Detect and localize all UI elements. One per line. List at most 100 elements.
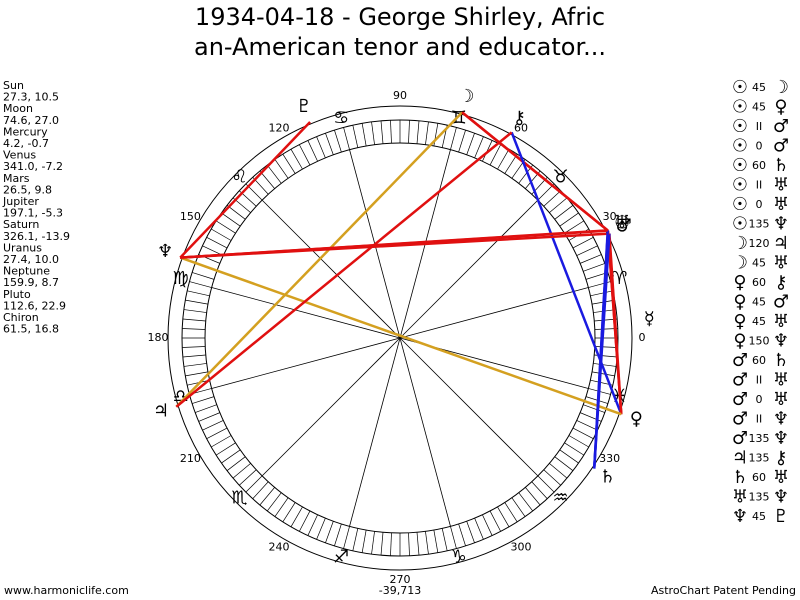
ring-tick bbox=[352, 125, 359, 148]
aspect-from: ☉ bbox=[732, 77, 748, 98]
aspect-to: ♅ bbox=[773, 311, 789, 332]
spoke bbox=[399, 199, 539, 339]
ring-tick bbox=[504, 502, 518, 523]
aspect-line bbox=[175, 131, 513, 408]
title-line: an-American tenor and educator... bbox=[194, 33, 606, 61]
zodiac-sign: ♌ bbox=[231, 166, 247, 187]
degree-label: 90 bbox=[393, 89, 407, 102]
planet-position: 74.6, 27.0 bbox=[3, 114, 59, 127]
ring-tick bbox=[282, 153, 296, 174]
ring-tick bbox=[594, 346, 618, 348]
planet-glyph: ♂ bbox=[616, 215, 632, 236]
aspect-from: ☉ bbox=[732, 214, 748, 235]
ring-tick bbox=[226, 205, 246, 220]
aspect-from: ♂ bbox=[732, 389, 748, 410]
ring-tick bbox=[450, 127, 457, 150]
ring-tick bbox=[325, 521, 334, 543]
aspect-to: ♇ bbox=[773, 506, 789, 527]
ring-tick bbox=[185, 299, 209, 305]
aspect-type: 45 bbox=[752, 257, 766, 270]
aspect-type: 0 bbox=[756, 393, 763, 406]
footer-number: -39,713 bbox=[379, 584, 421, 597]
aspect-type: II bbox=[756, 179, 763, 192]
ring-tick bbox=[525, 487, 541, 506]
planet-name: Uranus bbox=[3, 241, 42, 254]
aspect-from: ☉ bbox=[732, 136, 748, 157]
ring-tick bbox=[489, 510, 501, 532]
ring-tick bbox=[497, 149, 510, 170]
ring-tick bbox=[466, 133, 475, 155]
planet-glyph: ♅ bbox=[614, 212, 630, 233]
aspect-type: 60 bbox=[752, 354, 766, 367]
planet-glyph: ♄ bbox=[599, 466, 615, 487]
aspect-to: ♅ bbox=[773, 194, 789, 215]
website: www.harmoniclife.com bbox=[4, 584, 129, 597]
ring-tick bbox=[259, 487, 275, 506]
ring-tick bbox=[211, 228, 232, 241]
spoke bbox=[211, 287, 401, 339]
ring-tick bbox=[564, 220, 585, 234]
ring-tick bbox=[593, 363, 617, 367]
aspect-from: ♅ bbox=[732, 487, 748, 508]
aspect-type: 60 bbox=[752, 276, 766, 289]
ring-tick bbox=[537, 183, 555, 201]
planet-name: Jupiter bbox=[2, 195, 39, 208]
planet-name: Sun bbox=[3, 79, 24, 92]
spoke bbox=[399, 287, 589, 339]
ring-tick bbox=[274, 497, 289, 517]
aspect-from: ♂ bbox=[732, 409, 748, 430]
aspect-to: ⚷ bbox=[774, 448, 787, 469]
aspect-from: ☉ bbox=[732, 175, 748, 196]
aspect-to: ♆ bbox=[773, 428, 789, 449]
aspect-to: ♅ bbox=[773, 467, 789, 488]
degree-label: 150 bbox=[180, 210, 201, 223]
ring-tick bbox=[580, 254, 602, 264]
ring-tick bbox=[489, 144, 501, 166]
ring-tick bbox=[221, 212, 241, 227]
zodiac-sign: ♉ bbox=[552, 166, 568, 187]
aspect-type: 135 bbox=[749, 452, 770, 465]
ring-tick bbox=[252, 481, 269, 499]
aspect-from: ♂ bbox=[732, 428, 748, 449]
ring-tick bbox=[206, 237, 228, 249]
ring-tick bbox=[511, 497, 526, 517]
ring-tick bbox=[189, 281, 212, 288]
ring-tick bbox=[554, 456, 574, 471]
aspect-to: ♅ bbox=[773, 253, 789, 274]
zodiac-sign: ♋ bbox=[333, 108, 349, 129]
ring-tick bbox=[590, 290, 613, 297]
aspect-type: 135 bbox=[749, 218, 770, 231]
aspect-type: 45 bbox=[752, 81, 766, 94]
ring-tick bbox=[183, 309, 207, 313]
ring-tick bbox=[191, 396, 215, 404]
ring-tick bbox=[543, 469, 561, 486]
ring-tick bbox=[504, 153, 518, 174]
zodiac-sign: ♊ bbox=[451, 108, 467, 129]
ring-tick bbox=[554, 205, 574, 220]
outer-circle bbox=[167, 105, 633, 571]
aspect-to: ♂ bbox=[773, 292, 789, 313]
ring-tick bbox=[239, 469, 257, 486]
ring-tick bbox=[274, 159, 289, 179]
planet-position: 61.5, 16.8 bbox=[3, 323, 59, 336]
ring-tick bbox=[182, 346, 206, 348]
ring-tick bbox=[245, 475, 263, 493]
zodiac-sign: ♑ bbox=[451, 546, 467, 567]
ring-tick bbox=[267, 492, 282, 512]
ring-tick bbox=[576, 420, 598, 431]
ring-tick bbox=[497, 506, 510, 527]
ring-tick bbox=[202, 420, 224, 431]
ring-tick bbox=[425, 531, 429, 555]
aspect-to: ♆ bbox=[773, 214, 789, 235]
aspect-type: 135 bbox=[749, 491, 770, 504]
planet-glyph: ♀ bbox=[630, 408, 643, 429]
degree-label: 210 bbox=[180, 452, 201, 465]
ring-tick bbox=[290, 506, 303, 527]
planet-glyph: ♆ bbox=[157, 241, 173, 262]
ring-tick bbox=[474, 136, 484, 158]
aspect-from: ♀ bbox=[733, 331, 746, 352]
planet-glyph: ☿ bbox=[644, 309, 655, 330]
ring-tick bbox=[576, 245, 598, 256]
